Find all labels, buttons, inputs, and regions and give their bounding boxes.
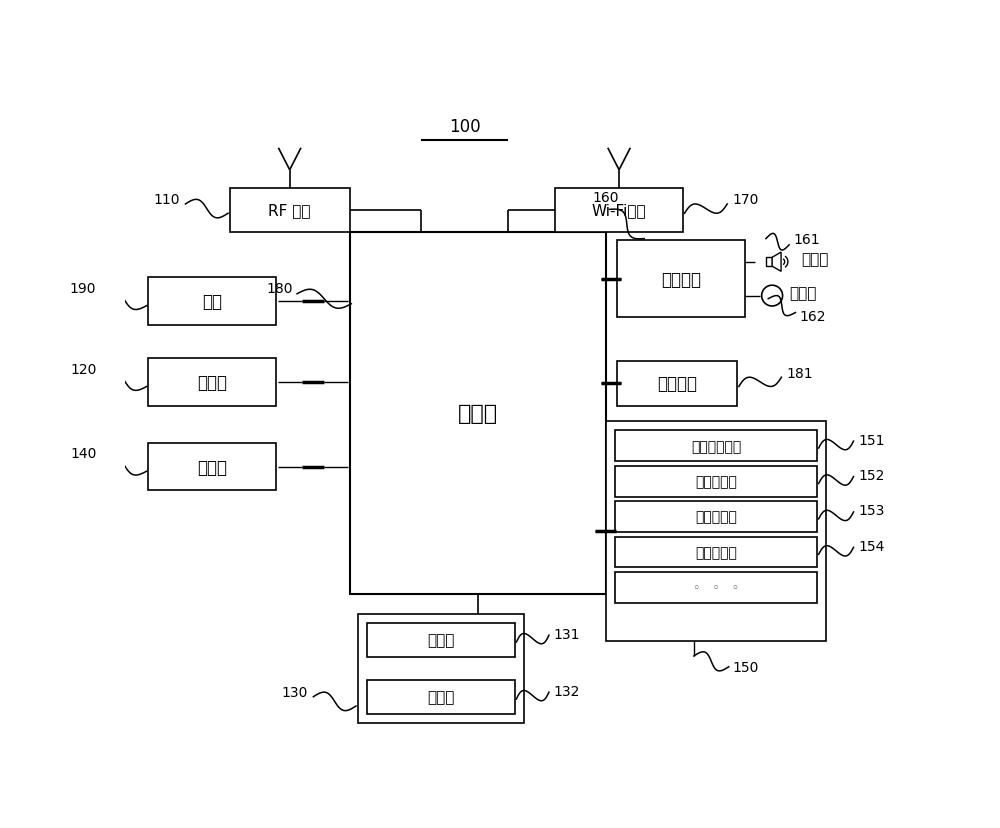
Text: 161: 161 bbox=[794, 233, 820, 246]
Bar bbox=[617, 362, 737, 407]
Bar bbox=[367, 623, 515, 657]
Text: 154: 154 bbox=[859, 539, 885, 553]
Text: 处理器: 处理器 bbox=[458, 404, 498, 424]
Bar bbox=[350, 233, 606, 595]
Text: 温度传感器: 温度传感器 bbox=[695, 546, 737, 560]
Text: 160: 160 bbox=[592, 190, 619, 205]
Bar bbox=[555, 189, 683, 233]
Bar bbox=[615, 466, 817, 497]
Text: 指纹传感器: 指纹传感器 bbox=[695, 510, 737, 524]
Text: 加速度传感器: 加速度传感器 bbox=[691, 439, 741, 453]
Bar bbox=[615, 502, 817, 532]
Text: 130: 130 bbox=[282, 686, 308, 700]
Text: 蓝牙模块: 蓝牙模块 bbox=[657, 375, 697, 393]
Text: 麦克风: 麦克风 bbox=[789, 286, 817, 301]
Text: 触摸屏: 触摸屏 bbox=[427, 633, 454, 647]
Text: 150: 150 bbox=[733, 660, 759, 674]
Bar bbox=[230, 189, 350, 233]
Polygon shape bbox=[772, 253, 781, 272]
Bar bbox=[367, 680, 515, 714]
Text: 电源: 电源 bbox=[202, 292, 222, 310]
Text: 距离传感器: 距离传感器 bbox=[695, 474, 737, 489]
Bar bbox=[615, 537, 817, 568]
Bar bbox=[606, 421, 826, 641]
Text: ◦   ◦   ◦: ◦ ◦ ◦ bbox=[693, 581, 739, 595]
Text: 170: 170 bbox=[733, 192, 759, 206]
Text: 162: 162 bbox=[799, 309, 826, 323]
Bar bbox=[615, 572, 817, 603]
Text: 100: 100 bbox=[449, 118, 481, 136]
Text: 190: 190 bbox=[70, 282, 96, 296]
Text: 音频电路: 音频电路 bbox=[661, 270, 701, 288]
Text: 180: 180 bbox=[267, 282, 293, 296]
Text: 151: 151 bbox=[859, 433, 885, 447]
Text: Wi-Fi模块: Wi-Fi模块 bbox=[592, 204, 646, 219]
Text: 131: 131 bbox=[554, 627, 580, 641]
Text: 摄像头: 摄像头 bbox=[197, 458, 227, 476]
Text: 存储器: 存储器 bbox=[197, 373, 227, 392]
Bar bbox=[358, 614, 524, 723]
Text: 120: 120 bbox=[70, 363, 96, 376]
Bar bbox=[615, 431, 817, 461]
Bar bbox=[766, 258, 772, 267]
Text: 显示屏: 显示屏 bbox=[427, 690, 454, 705]
Bar bbox=[148, 359, 276, 407]
Text: 110: 110 bbox=[154, 192, 180, 206]
Text: 152: 152 bbox=[859, 469, 885, 483]
Text: 扬声器: 扬声器 bbox=[802, 252, 829, 267]
Text: 140: 140 bbox=[70, 447, 96, 461]
Bar bbox=[148, 277, 276, 325]
Text: RF 电路: RF 电路 bbox=[268, 204, 311, 219]
Text: 132: 132 bbox=[554, 684, 580, 698]
Text: 181: 181 bbox=[787, 367, 813, 381]
Bar bbox=[617, 241, 745, 318]
Bar bbox=[148, 443, 276, 491]
Text: 153: 153 bbox=[859, 503, 885, 518]
